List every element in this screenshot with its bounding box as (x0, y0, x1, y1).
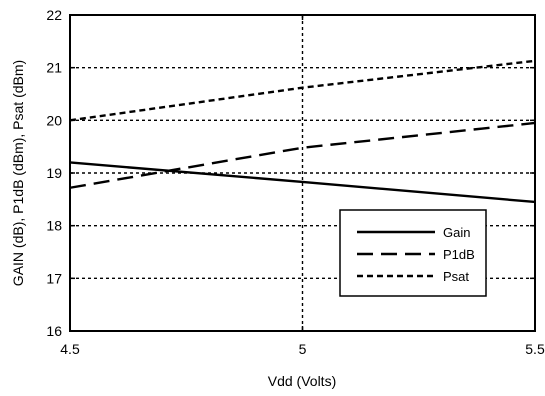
x-tick-label: 5.5 (525, 341, 545, 357)
y-tick-label: 21 (46, 60, 62, 76)
series-layer (69, 59, 536, 204)
legend: Gain P1dB Psat (339, 209, 487, 297)
legend-label-p1db: P1dB (443, 247, 475, 262)
legend-label-psat: Psat (443, 269, 469, 284)
y-tick-label: 20 (46, 112, 62, 128)
x-tick-label: 5 (299, 341, 307, 357)
y-tick-label: 19 (46, 165, 62, 181)
series-line-psat (69, 59, 536, 122)
y-axis-title: GAIN (dB), P1dB (dBm), Psat (dBm) (10, 60, 26, 286)
tick-layer: 16 17 18 19 20 21 22 4.5 5 5.5 (46, 7, 545, 357)
y-tick-label: 22 (46, 7, 62, 23)
x-tick-label: 4.5 (60, 341, 80, 357)
series-line-p1db (69, 121, 536, 189)
x-axis-title: Vdd (Volts) (268, 373, 336, 389)
y-tick-label: 17 (46, 270, 62, 286)
y-tick-label: 18 (46, 218, 62, 234)
series-line-gain (69, 161, 536, 204)
grid-layer (70, 15, 535, 331)
legend-label-gain: Gain (443, 225, 470, 240)
y-tick-label: 16 (46, 323, 62, 339)
